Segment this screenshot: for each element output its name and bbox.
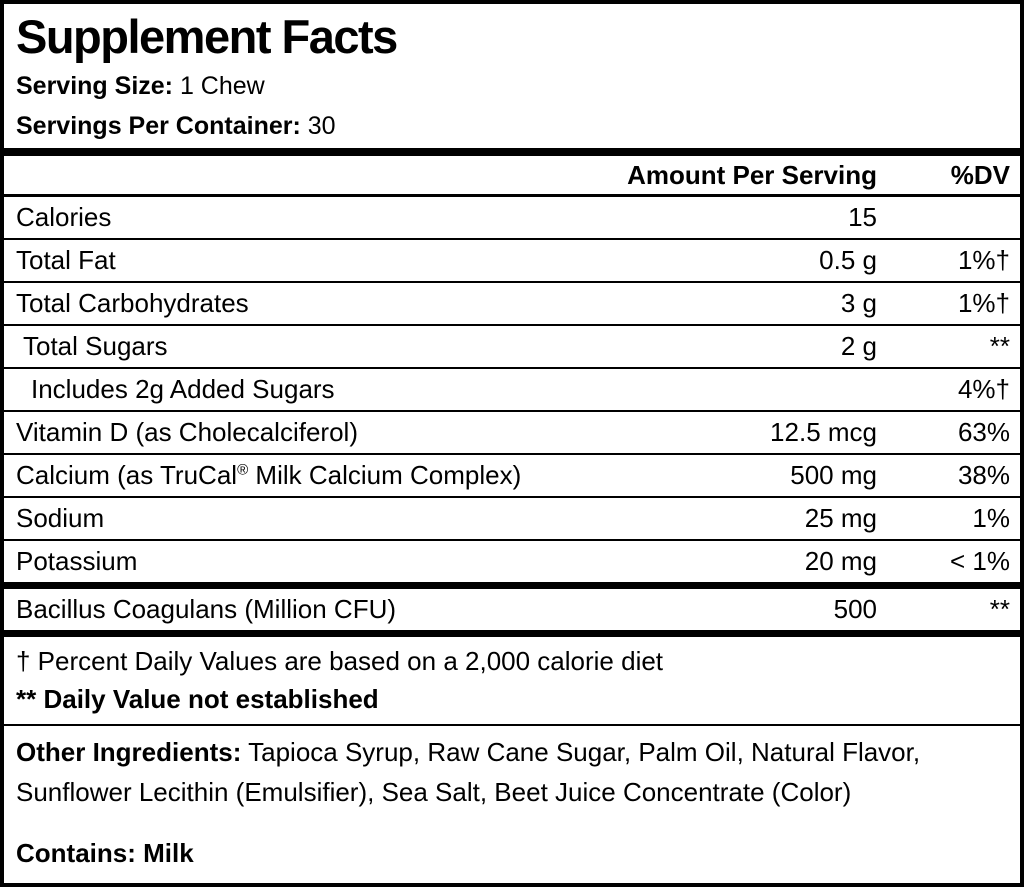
nutrient-amount: 15 [848, 202, 877, 232]
table-row: Includes 2g Added Sugars 4%† [4, 369, 1020, 412]
medium-divider-bar [4, 630, 1020, 637]
allergen-value: Milk [143, 838, 194, 868]
other-ingredients-list: Tapioca Syrup, Raw Cane Sugar, Palm Oil,… [16, 737, 921, 807]
allergen-label: Contains: [16, 838, 136, 868]
nutrient-dv: < 1% [950, 546, 1010, 576]
thick-divider-bar [4, 148, 1020, 156]
nutrient-name: Total Sugars [23, 331, 168, 361]
label-title: Supplement Facts [16, 10, 398, 63]
medium-divider-bar [4, 582, 1020, 589]
other-ingredients-label: Other Ingredients: [16, 737, 242, 767]
table-row: Vitamin D (as Cholecalciferol) 12.5 mcg … [4, 412, 1020, 455]
nutrient-name: Calories [16, 202, 112, 232]
not-established-footnote: ** Daily Value not established [16, 684, 379, 714]
table-row: Total Carbohydrates 3 g 1%† [4, 283, 1020, 326]
table-row: Calories 15 [4, 197, 1020, 240]
nutrient-amount: 12.5 mcg [770, 417, 877, 447]
table-row: Potassium 20 mg < 1% [4, 541, 1020, 582]
nutrient-dv: 1%† [957, 288, 1010, 318]
nutrient-name: Total Carbohydrates [16, 288, 249, 318]
nutrient-amount: 500 mg [790, 460, 877, 490]
nutrient-name: Vitamin D (as Cholecalciferol) [16, 417, 358, 447]
footnotes-section: † Percent Daily Values are based on a 2,… [4, 637, 1020, 726]
label-header: Supplement Facts Serving Size: 1 Chew Se… [4, 4, 1020, 148]
nutrient-amount: 25 mg [804, 503, 877, 533]
table-row: Total Sugars 2 g ** [4, 326, 1020, 369]
allergen-line: Contains: Milk [16, 833, 1008, 873]
other-ingredients-section: Other Ingredients: Tapioca Syrup, Raw Ca… [4, 726, 1020, 883]
nutrient-name: Total Fat [16, 245, 116, 275]
amount-column-header: Amount Per Serving [627, 159, 877, 190]
serving-size-label: Serving Size: [16, 72, 173, 100]
servings-per-container-line: Servings Per Container: 30 [16, 106, 1008, 146]
daily-value-footnote: † Percent Daily Values are based on a 2,… [16, 646, 664, 676]
other-ingredients-paragraph: Other Ingredients: Tapioca Syrup, Raw Ca… [16, 732, 1008, 812]
nutrient-dv: 63% [957, 417, 1010, 447]
servings-per-container-value: 30 [307, 112, 336, 140]
nutrient-dv: 1%† [957, 245, 1010, 275]
table-row: Total Fat 0.5 g 1%† [4, 240, 1020, 283]
nutrient-name: Calcium (as TruCal® Milk Calcium Complex… [16, 460, 522, 490]
servings-per-container-label: Servings Per Container: [16, 112, 301, 140]
table-header-row: Amount Per Serving %DV [4, 156, 1020, 197]
serving-size-value: 1 Chew [179, 72, 265, 100]
nutrient-name: Potassium [16, 546, 138, 576]
table-row-probiotic: Bacillus Coagulans (Million CFU) 500 ** [4, 589, 1020, 630]
nutrient-dv: 1% [972, 503, 1010, 533]
table-row: Sodium 25 mg 1% [4, 498, 1020, 541]
nutrient-amount: 0.5 g [819, 245, 877, 275]
nutrient-amount: 3 g [840, 288, 877, 318]
serving-size-line: Serving Size: 1 Chew [16, 66, 1008, 106]
nutrient-dv: 4%† [957, 374, 1010, 404]
nutrient-dv: ** [989, 594, 1010, 624]
nutrient-dv: ** [989, 331, 1010, 361]
nutrient-dv: 38% [957, 460, 1010, 490]
dv-column-header: %DV [950, 159, 1010, 190]
nutrient-amount: 2 g [840, 331, 877, 361]
nutrient-amount: 500 [833, 594, 877, 624]
nutrient-name: Includes 2g Added Sugars [31, 374, 335, 404]
nutrient-name: Bacillus Coagulans (Million CFU) [16, 594, 397, 624]
table-row: Calcium (as TruCal® Milk Calcium Complex… [4, 455, 1020, 498]
nutrient-amount: 20 mg [804, 546, 877, 576]
nutrient-name: Sodium [16, 503, 105, 533]
